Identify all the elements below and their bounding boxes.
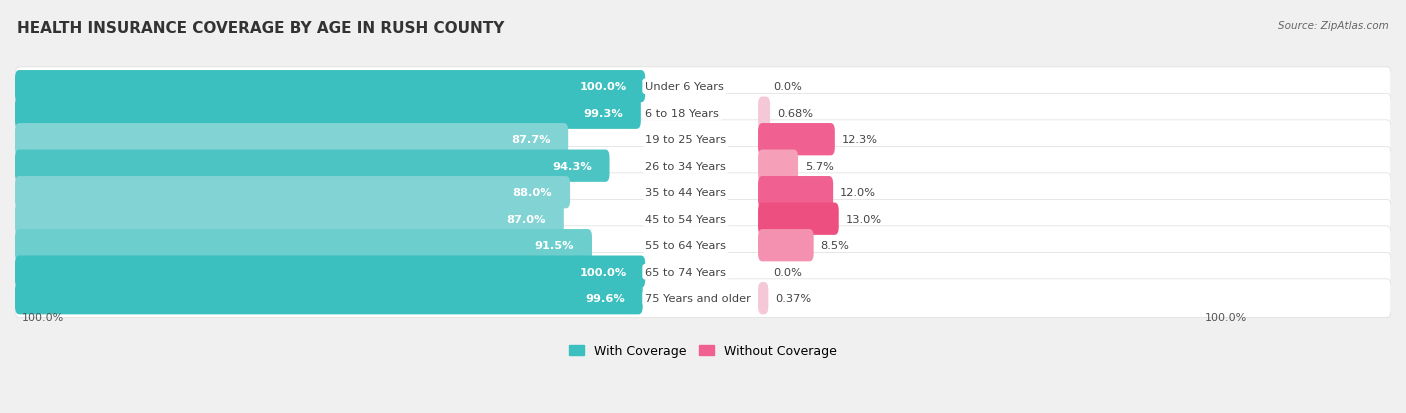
FancyBboxPatch shape: [758, 124, 835, 156]
FancyBboxPatch shape: [758, 177, 834, 209]
Text: 12.3%: 12.3%: [842, 135, 877, 145]
Text: 87.7%: 87.7%: [510, 135, 550, 145]
Text: 94.3%: 94.3%: [553, 161, 592, 171]
FancyBboxPatch shape: [758, 230, 814, 262]
Text: 6 to 18 Years: 6 to 18 Years: [645, 109, 718, 119]
FancyBboxPatch shape: [15, 150, 610, 183]
Text: 35 to 44 Years: 35 to 44 Years: [645, 188, 727, 198]
Text: Source: ZipAtlas.com: Source: ZipAtlas.com: [1278, 21, 1389, 31]
Legend: With Coverage, Without Coverage: With Coverage, Without Coverage: [564, 339, 842, 362]
Text: 26 to 34 Years: 26 to 34 Years: [645, 161, 725, 171]
Text: 45 to 54 Years: 45 to 54 Years: [645, 214, 727, 224]
Text: 100.0%: 100.0%: [581, 267, 627, 277]
Text: 65 to 74 Years: 65 to 74 Years: [645, 267, 727, 277]
Text: 99.6%: 99.6%: [585, 294, 624, 304]
Text: 100.0%: 100.0%: [581, 82, 627, 92]
Text: 99.3%: 99.3%: [583, 109, 623, 119]
FancyBboxPatch shape: [15, 173, 1391, 212]
FancyBboxPatch shape: [758, 203, 839, 235]
Text: 8.5%: 8.5%: [821, 241, 849, 251]
Text: 0.68%: 0.68%: [778, 109, 813, 119]
Text: 91.5%: 91.5%: [534, 241, 574, 251]
FancyBboxPatch shape: [15, 177, 569, 209]
FancyBboxPatch shape: [758, 97, 770, 130]
FancyBboxPatch shape: [15, 230, 592, 262]
Text: 87.0%: 87.0%: [506, 214, 546, 224]
FancyBboxPatch shape: [15, 203, 564, 235]
FancyBboxPatch shape: [15, 97, 641, 130]
Text: 5.7%: 5.7%: [806, 161, 834, 171]
FancyBboxPatch shape: [15, 121, 1391, 159]
Text: HEALTH INSURANCE COVERAGE BY AGE IN RUSH COUNTY: HEALTH INSURANCE COVERAGE BY AGE IN RUSH…: [17, 21, 505, 36]
Text: 19 to 25 Years: 19 to 25 Years: [645, 135, 727, 145]
FancyBboxPatch shape: [15, 124, 568, 156]
Text: 0.0%: 0.0%: [773, 82, 801, 92]
FancyBboxPatch shape: [15, 256, 645, 288]
FancyBboxPatch shape: [15, 253, 1391, 291]
Text: 0.0%: 0.0%: [773, 267, 801, 277]
FancyBboxPatch shape: [758, 150, 799, 183]
Text: 13.0%: 13.0%: [845, 214, 882, 224]
FancyBboxPatch shape: [15, 282, 643, 315]
FancyBboxPatch shape: [15, 226, 1391, 265]
Text: 75 Years and older: 75 Years and older: [645, 294, 751, 304]
Text: 100.0%: 100.0%: [1205, 313, 1247, 323]
Text: 88.0%: 88.0%: [513, 188, 553, 198]
Text: Under 6 Years: Under 6 Years: [645, 82, 724, 92]
FancyBboxPatch shape: [15, 200, 1391, 238]
FancyBboxPatch shape: [15, 71, 645, 103]
FancyBboxPatch shape: [15, 68, 1391, 106]
Text: 100.0%: 100.0%: [22, 313, 65, 323]
FancyBboxPatch shape: [15, 279, 1391, 318]
Text: 55 to 64 Years: 55 to 64 Years: [645, 241, 727, 251]
Text: 12.0%: 12.0%: [839, 188, 876, 198]
FancyBboxPatch shape: [758, 282, 768, 315]
FancyBboxPatch shape: [15, 94, 1391, 133]
FancyBboxPatch shape: [15, 147, 1391, 185]
Text: 0.37%: 0.37%: [775, 294, 811, 304]
